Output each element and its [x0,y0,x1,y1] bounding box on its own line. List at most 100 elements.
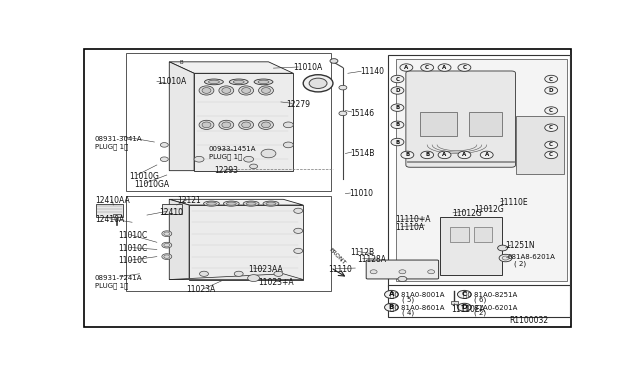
Circle shape [234,271,243,276]
Bar [469,112,502,136]
Text: B: B [396,122,399,127]
Bar [451,301,458,304]
FancyBboxPatch shape [406,71,515,167]
Text: D: D [395,88,400,93]
Text: A: A [404,65,408,70]
Text: A: A [484,153,489,157]
Text: B: B [396,140,399,145]
Circle shape [545,87,557,94]
Circle shape [438,151,451,158]
Text: 11110+A: 11110+A [395,215,431,224]
Circle shape [161,142,168,147]
Text: 11010A: 11010A [293,63,323,72]
Ellipse shape [258,80,269,84]
Text: C: C [462,291,467,298]
Text: 11012G: 11012G [474,205,504,214]
Circle shape [401,151,414,158]
Text: B: B [396,105,399,110]
Circle shape [250,164,257,169]
Bar [113,214,121,217]
Polygon shape [169,62,293,73]
Text: 11010: 11010 [349,189,373,198]
Circle shape [261,149,276,158]
Text: 12293: 12293 [214,166,238,175]
Text: 12121: 12121 [177,196,200,205]
Polygon shape [169,199,189,279]
Text: C: C [549,153,553,157]
Text: A: A [442,65,447,70]
Text: 11023+A: 11023+A [259,278,294,287]
Text: 11023AA: 11023AA [249,265,284,274]
Text: ( 2): ( 2) [514,260,526,267]
Text: 11110EA: 11110EA [451,305,485,314]
Ellipse shape [199,86,214,95]
Circle shape [294,208,303,214]
Circle shape [391,138,404,146]
Ellipse shape [229,79,248,85]
Bar [96,203,123,217]
Text: R1100032: R1100032 [509,316,548,325]
Ellipse shape [243,201,259,206]
Text: A: A [442,153,447,157]
Ellipse shape [209,80,220,84]
Text: 1514B: 1514B [350,149,374,158]
Ellipse shape [202,122,211,128]
Text: B: B [180,60,184,65]
Circle shape [248,275,260,282]
Text: ( 5): ( 5) [403,297,415,304]
Text: 15146: 15146 [350,109,374,118]
Ellipse shape [219,86,234,95]
Circle shape [200,271,209,276]
Text: 1112B: 1112B [350,248,374,257]
Circle shape [399,270,406,274]
Circle shape [164,255,170,258]
Text: 11010C: 11010C [118,256,148,265]
Polygon shape [189,205,303,279]
Circle shape [438,64,451,71]
Ellipse shape [227,202,236,205]
Text: 12410A: 12410A [95,215,124,224]
Bar [125,53,332,191]
Polygon shape [169,199,303,205]
Bar [449,227,469,242]
Circle shape [458,303,471,311]
Circle shape [420,64,434,71]
Text: 11251N: 11251N [506,241,535,250]
Text: 11010A: 11010A [157,77,186,86]
Polygon shape [194,73,293,171]
Text: B: B [405,153,410,157]
Text: PLUG〈 1〉: PLUG〈 1〉 [209,153,243,160]
Polygon shape [169,274,303,279]
Circle shape [400,64,413,71]
Circle shape [545,107,557,114]
Circle shape [303,75,333,92]
Ellipse shape [204,201,220,206]
Text: 11010G: 11010G [129,172,159,181]
Ellipse shape [219,120,234,129]
Text: PLUG〈 1〉: PLUG〈 1〉 [95,282,128,289]
Ellipse shape [202,87,211,93]
FancyBboxPatch shape [408,161,514,162]
Ellipse shape [242,122,251,128]
Text: C: C [549,77,553,81]
Text: 00933-1451A: 00933-1451A [209,146,257,152]
Text: 11023A: 11023A [187,285,216,294]
Text: B: B [389,304,394,310]
Circle shape [545,124,557,131]
Circle shape [161,157,168,161]
Circle shape [458,64,471,71]
Circle shape [545,141,557,149]
Text: C: C [549,108,553,113]
Circle shape [391,75,404,83]
Text: 08931-7241A: 08931-7241A [95,275,142,281]
Circle shape [194,156,204,162]
Ellipse shape [223,201,239,206]
Text: D: D [549,88,554,93]
Circle shape [391,104,404,111]
Ellipse shape [262,122,271,128]
Circle shape [385,303,399,311]
Text: 11010C: 11010C [118,231,148,240]
Circle shape [339,85,347,90]
FancyBboxPatch shape [366,260,438,279]
Text: 12410AA: 12410AA [95,196,130,205]
